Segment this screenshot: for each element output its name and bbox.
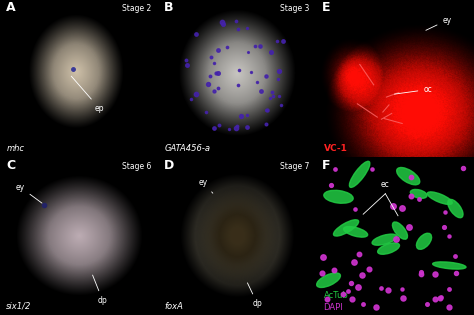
Text: C: C <box>6 158 16 172</box>
Ellipse shape <box>448 199 463 218</box>
Ellipse shape <box>344 226 368 237</box>
Ellipse shape <box>392 222 408 239</box>
Text: VC-1: VC-1 <box>324 144 347 153</box>
Ellipse shape <box>397 168 420 185</box>
Text: ey: ey <box>199 178 213 193</box>
Text: Stage 7: Stage 7 <box>280 162 310 170</box>
Text: ep: ep <box>71 76 104 113</box>
Text: ey: ey <box>426 16 451 30</box>
Ellipse shape <box>324 190 353 203</box>
Ellipse shape <box>433 262 466 269</box>
Ellipse shape <box>334 220 359 236</box>
Text: dp: dp <box>247 283 262 308</box>
Ellipse shape <box>349 161 370 187</box>
Text: six1/2: six1/2 <box>6 302 32 311</box>
Text: E: E <box>322 1 330 14</box>
Ellipse shape <box>372 234 397 245</box>
Text: oc: oc <box>394 85 432 94</box>
Text: A: A <box>6 1 16 14</box>
Text: Stage 2: Stage 2 <box>122 4 152 13</box>
Text: B: B <box>164 1 173 14</box>
Text: Stage 6: Stage 6 <box>122 162 152 170</box>
Text: DAPI: DAPI <box>324 303 343 312</box>
Text: Stage 3: Stage 3 <box>280 4 310 13</box>
Text: GATA456-a: GATA456-a <box>164 144 210 153</box>
Ellipse shape <box>428 192 452 204</box>
Text: D: D <box>164 158 174 172</box>
Text: foxA: foxA <box>164 302 183 311</box>
Text: AcTub: AcTub <box>324 291 348 300</box>
Ellipse shape <box>410 189 427 198</box>
Text: ec: ec <box>381 180 390 189</box>
Text: dp: dp <box>92 275 108 305</box>
Ellipse shape <box>378 243 400 254</box>
Text: F: F <box>322 158 330 172</box>
Text: ey: ey <box>16 183 42 203</box>
Ellipse shape <box>417 233 432 249</box>
Text: mhc: mhc <box>6 144 24 153</box>
Ellipse shape <box>317 273 340 288</box>
